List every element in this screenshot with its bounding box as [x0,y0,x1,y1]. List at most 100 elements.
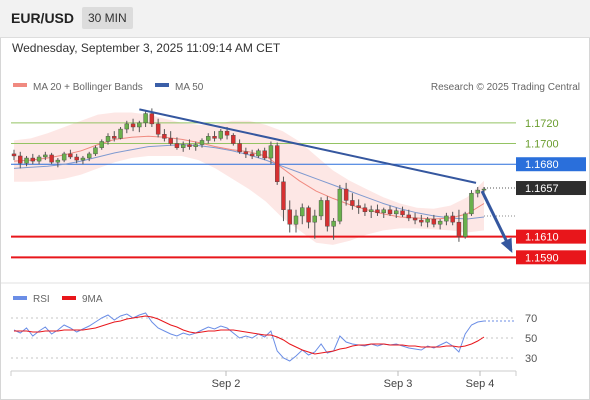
candle-body [281,181,286,210]
candle-body [206,136,211,141]
candle-body [231,135,236,144]
rsi-tick-label: 30 [525,353,537,365]
candle-body [337,188,343,222]
resistance-label: 1.1700 [525,139,559,151]
candle-body [124,123,130,130]
candle-body [55,159,61,163]
candle-body [193,144,198,147]
timeframe-button[interactable]: 30 MIN [82,7,133,29]
candle-body [300,207,305,217]
candle-body [350,200,355,206]
ma20-legend-label: MA 20 + Bollinger Bands [33,82,143,93]
candle-body [431,218,437,225]
resistance-label: 1.1720 [525,118,559,130]
candle-body [180,144,186,148]
candle-body [369,209,374,213]
rsi-tick-label: 70 [525,313,537,325]
timestamp: Wednesday, September 3, 2025 11:09:14 AM… [12,41,281,55]
current-level-tag [516,157,586,172]
candle-body [375,209,380,214]
candle-body [61,153,67,161]
last-price-tag [516,181,586,196]
candle-body [325,200,330,227]
candle-body [356,205,361,208]
research-credit: Research © 2025 Trading Central [431,82,580,93]
rsi-legend-label: RSI [33,294,50,305]
candle-body [187,144,192,147]
candle-body [43,154,48,158]
candle-body [256,150,261,157]
candle-body [394,210,399,215]
candle-body [86,153,92,159]
rsi-line [13,312,485,362]
candle-body [137,122,142,128]
candle-body [199,140,205,145]
candle-body [212,136,217,139]
candle-body [18,155,23,164]
candle-body [425,218,430,223]
trend-line [139,108,477,184]
candle-body [456,221,462,237]
candle-body [74,156,79,161]
candle-body [99,141,104,148]
candle-body [406,214,411,219]
candle-body [149,113,155,125]
rsi-ma-line [14,315,485,355]
candle-body [11,153,17,157]
x-axis-tick-label: Sep 2 [212,378,241,390]
candle-body [130,123,136,128]
support-label: 1.1610 [525,232,559,244]
candle-body [262,150,267,159]
candle-body [362,207,368,213]
candle-body [36,156,42,162]
rsi-legend-swatch [13,296,27,300]
candle-body [68,153,73,158]
candle-body [287,209,292,225]
candle-body [419,219,424,223]
candle-body [275,145,280,183]
support-tag [516,229,586,244]
candle-body [112,136,117,139]
current-level-label: 1.1680 [525,159,559,171]
x-axis-tick-label: Sep 4 [466,378,495,390]
candle-body [412,217,418,221]
candle-body [463,213,468,237]
candle-body [481,188,487,191]
candle-body [237,143,242,153]
candle-body [444,215,449,222]
support-tag [516,250,586,265]
candle-body [155,123,161,135]
candle-body [168,138,173,144]
candle-body [381,209,386,214]
symbol-title: EUR/USD [11,10,75,26]
candle-body [400,210,405,216]
candle-body [218,130,224,139]
candle-body [162,134,167,139]
ma50-line [13,144,485,220]
candle-body [49,154,54,163]
candle-body [80,157,86,161]
ma50-legend-label: MA 50 [175,82,204,93]
support-label: 1.1590 [525,252,559,264]
candle-body [450,215,455,223]
ma20-line [13,135,485,220]
candle-body [143,113,148,124]
candle-body [105,136,111,142]
header-bar: EUR/USD 30 MIN [0,0,590,38]
candle-body [30,157,35,162]
projection-arrow-head [500,237,513,253]
candle-body [268,145,274,159]
ma50-legend-swatch [155,83,169,87]
rsi9-legend-label: 9MA [82,294,103,305]
candle-body [306,207,311,223]
candle-body [224,130,230,136]
candle-body [243,151,249,155]
ma20-legend-swatch [13,83,27,87]
rsi-tick-label: 50 [525,333,537,345]
x-axis-tick-label: Sep 3 [384,378,413,390]
candle-body [475,189,480,194]
candle-body [318,200,324,217]
candle-body [331,220,336,227]
candle-body [387,209,393,215]
